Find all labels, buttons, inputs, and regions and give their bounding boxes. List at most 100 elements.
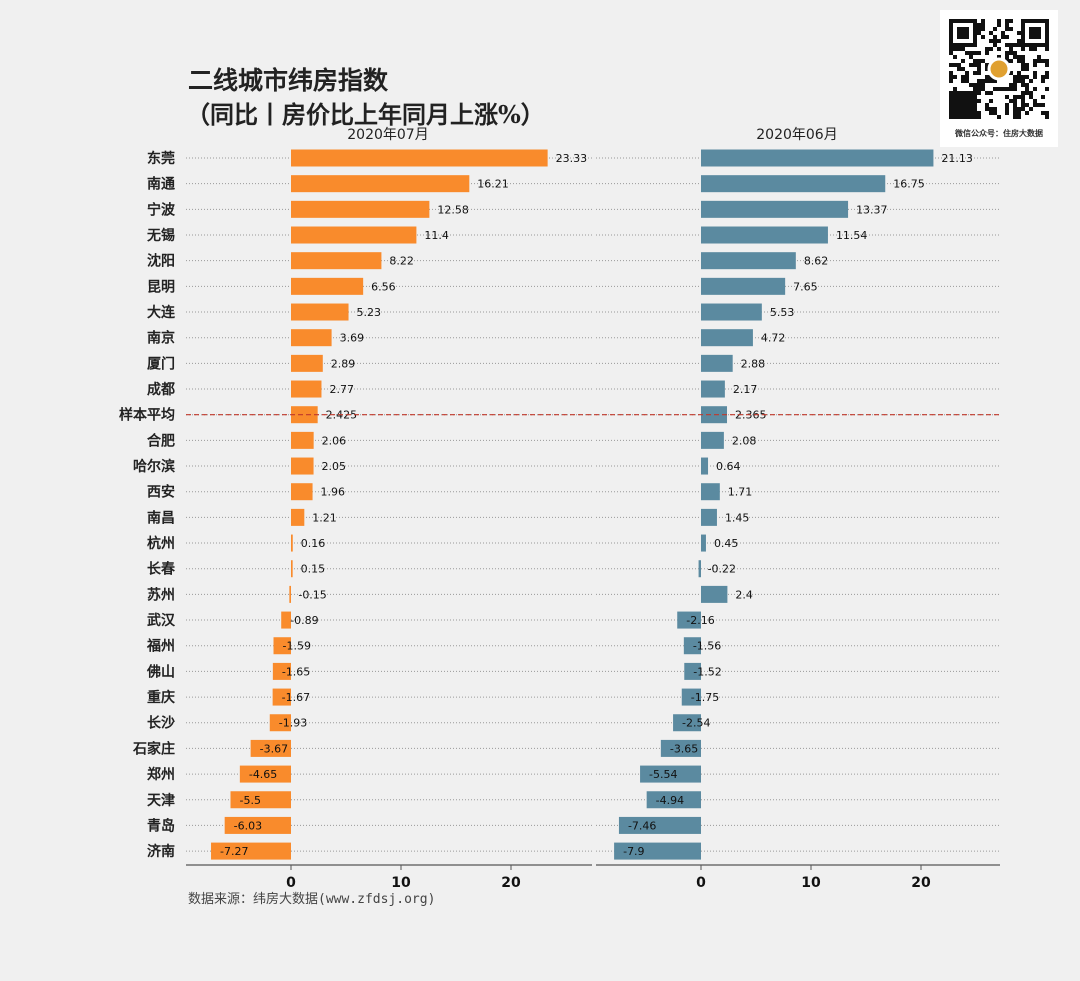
bar: [701, 354, 733, 372]
bar: [272, 688, 291, 706]
qr-module: [957, 19, 961, 23]
qr-module: [949, 91, 953, 95]
bar: [681, 688, 701, 706]
qr-module: [1033, 43, 1037, 47]
bar: [291, 303, 349, 321]
qr-module: [1013, 43, 1017, 47]
qr-module: [969, 51, 973, 55]
qr-module: [961, 47, 965, 51]
qr-module: [973, 111, 977, 115]
qr-module: [993, 27, 997, 31]
data-label: -1.93: [279, 717, 307, 730]
qr-module: [1033, 63, 1037, 67]
bar: [291, 483, 313, 501]
bar: [281, 611, 291, 629]
bar: [701, 200, 849, 218]
category-label: 石家庄: [132, 740, 175, 757]
qr-module: [1013, 99, 1017, 103]
category-label: 苏州: [147, 586, 175, 603]
qr-module: [997, 39, 1001, 43]
qr-module: [1029, 95, 1033, 99]
qr-module: [1017, 95, 1021, 99]
category-label: 杭州: [147, 535, 175, 552]
qr-module: [949, 19, 953, 23]
qr-module: [957, 31, 961, 35]
qr-module: [1033, 47, 1037, 51]
qr-module: [973, 31, 977, 35]
qr-module: [969, 95, 973, 99]
qr-module: [977, 71, 981, 75]
qr-module: [949, 51, 953, 55]
qr-module: [1021, 23, 1025, 27]
qr-module: [1041, 19, 1045, 23]
qr-module: [1045, 59, 1049, 63]
qr-module: [1025, 67, 1029, 71]
category-label: 无锡: [146, 227, 175, 244]
qr-module: [957, 115, 961, 119]
qr-module: [989, 111, 993, 115]
qr-module: [1005, 55, 1009, 59]
bar: [291, 354, 323, 372]
qr-module: [977, 51, 981, 55]
qr-module: [1021, 67, 1025, 71]
qr-module: [997, 87, 1001, 91]
data-label: 1.71: [728, 486, 753, 499]
data-label: -6.03: [234, 819, 262, 832]
qr-module: [1045, 35, 1049, 39]
qr-module: [1009, 27, 1013, 31]
x-tick-label: 10: [391, 875, 411, 891]
qr-module: [949, 99, 953, 103]
qr-module: [1021, 55, 1025, 59]
category-label: 东莞: [147, 150, 175, 167]
qr-module: [989, 99, 993, 103]
qr-module: [993, 107, 997, 111]
data-label: 8.22: [389, 255, 414, 268]
qr-module: [1013, 51, 1017, 55]
qr-module: [1045, 39, 1049, 43]
bar: [291, 200, 430, 218]
bar: [684, 662, 701, 680]
data-label: 2.06: [322, 434, 347, 447]
category-label: 样本平均: [119, 407, 175, 424]
qr-module: [1025, 63, 1029, 67]
qr-module: [985, 91, 989, 95]
qr-module: [949, 39, 953, 43]
qr-module: [977, 31, 981, 35]
qr-module: [953, 111, 957, 115]
qr-module: [1029, 43, 1033, 47]
qr-module: [1005, 103, 1009, 107]
qr-module: [1033, 19, 1037, 23]
qr-module: [1017, 59, 1021, 63]
category-label: 郑州: [147, 766, 175, 783]
qr-module: [977, 63, 981, 67]
qr-module: [1037, 19, 1041, 23]
qr-module: [1033, 35, 1037, 39]
qr-module: [957, 95, 961, 99]
data-label: -3.65: [670, 742, 698, 755]
qr-module: [1029, 79, 1033, 83]
qr-module: [1041, 111, 1045, 115]
qr-module: [953, 99, 957, 103]
qr-module: [1017, 55, 1021, 59]
qr-caption: 微信公众号：住房大数据: [955, 129, 1043, 138]
qr-module: [1045, 111, 1049, 115]
qr-module: [1033, 87, 1037, 91]
qr-module: [981, 59, 985, 63]
qr-module: [1045, 71, 1049, 75]
qr-module: [1009, 59, 1013, 63]
data-label: 2.89: [331, 357, 356, 370]
qr-module: [1025, 103, 1029, 107]
bar: [701, 380, 725, 398]
data-label: -7.9: [623, 845, 644, 858]
qr-module: [1009, 83, 1013, 87]
qr-module: [1017, 111, 1021, 115]
qr-module: [1045, 19, 1049, 23]
category-label: 佛山: [146, 663, 175, 680]
data-label: 5.23: [357, 306, 382, 319]
bar: [701, 226, 828, 244]
qr-module: [985, 51, 989, 55]
qr-module: [977, 115, 981, 119]
qr-module: [973, 99, 977, 103]
qr-module: [1033, 31, 1037, 35]
